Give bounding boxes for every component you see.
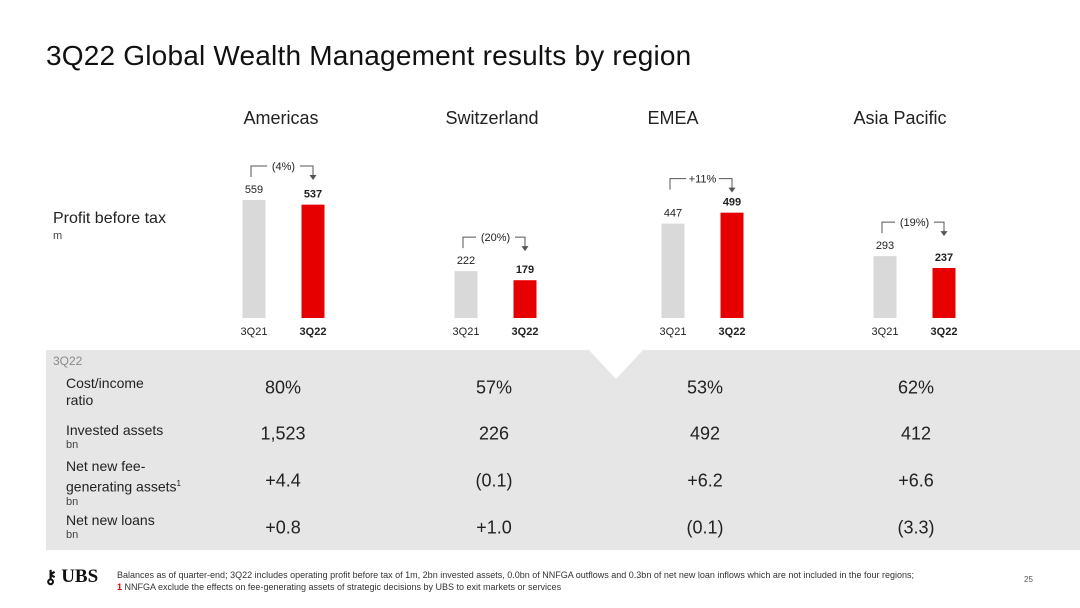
x-tick-label: 3Q21 (241, 326, 268, 338)
change-bracket-right (515, 236, 526, 248)
change-bracket-left (462, 236, 476, 249)
footnote-number: 1 (117, 582, 123, 592)
change-label: +11% (689, 174, 717, 186)
row-label-invested-assets: Invested assets bn (66, 422, 163, 452)
row-label-nnfga: Net new fee-generating assets1 bn (66, 458, 191, 509)
change-label: (19%) (900, 217, 929, 229)
table-cell: +0.8 (265, 517, 301, 538)
x-tick-label: 3Q21 (660, 326, 687, 338)
row-label-text: Invested assets (66, 422, 164, 438)
bar-3q21 (454, 271, 478, 318)
footnote-marker: 1 (176, 479, 181, 488)
bar-3q21 (661, 223, 685, 318)
row-unit: bn (66, 439, 79, 451)
change-arrow-icon (728, 187, 736, 193)
ubs-logo-text: UBS (61, 566, 99, 587)
row-label-cost-income: Cost/income ratio (66, 375, 166, 409)
profit-bar-chart: 559 3Q21 537 3Q22 (4%) 222 3Q21 179 3Q22 (20%) 447… (241, 161, 958, 338)
row-unit: bn (66, 495, 79, 508)
x-tick-label: 3Q21 (872, 326, 899, 338)
region-header-americas: Americas (243, 108, 319, 128)
change-arrow-icon (309, 175, 317, 180)
row-label-text: Net new fee-generating assets (66, 458, 177, 495)
footnote-line-1: Balances as of quarter-end; 3Q22 include… (117, 570, 914, 580)
footnote-text: NNFGA exclude the effects on fee-generat… (124, 582, 562, 592)
table-cell: 412 (900, 423, 932, 444)
profit-unit-label: m (53, 230, 63, 242)
page-number: 25 (1024, 575, 1033, 584)
table-cell: 53% (686, 377, 724, 398)
table-cell: 80% (264, 377, 302, 398)
table-cell: (0.1) (686, 517, 724, 538)
region-header-asia-pacific: Asia Pacific (853, 108, 947, 128)
change-label: (20%) (481, 232, 510, 244)
band-notch (588, 349, 644, 379)
region-header-emea: EMEA (647, 108, 699, 128)
table-cell: +1.0 (476, 517, 512, 538)
bar-3q21 (242, 200, 266, 318)
row-label-text: Cost/income ratio (66, 375, 144, 408)
table-cell: 492 (689, 423, 721, 444)
table-cell: +6.6 (898, 470, 934, 491)
change-bracket-right (299, 165, 314, 176)
bar-3q22 (513, 280, 537, 318)
table-cell: 226 (478, 423, 510, 444)
change-bracket-right (718, 178, 733, 189)
row-label-text: Net new loans (66, 512, 155, 528)
change-bracket-left (250, 165, 268, 177)
bar-value-label: 293 (876, 240, 894, 252)
change-arrow-icon (521, 246, 529, 252)
profit-before-tax-label: Profit before tax (53, 210, 166, 227)
x-tick-label: 3Q22 (512, 326, 539, 338)
bar-3q22 (301, 204, 325, 318)
bar-value-label: 222 (457, 255, 475, 267)
ubs-keys-icon: ⚷ (44, 566, 58, 587)
x-tick-label: 3Q21 (453, 326, 480, 338)
table-cell: 57% (475, 377, 513, 398)
bar-value-label: 499 (723, 197, 741, 209)
x-tick-label: 3Q22 (931, 326, 958, 338)
change-label: (4%) (272, 161, 295, 173)
page-title: 3Q22 Global Wealth Management results by… (46, 40, 692, 71)
change-bracket-left (669, 178, 687, 190)
row-unit: bn (66, 529, 79, 541)
table-cell: 62% (897, 377, 935, 398)
bar-3q22 (720, 212, 744, 318)
footnote: Balances as of quarter-end; 3Q22 include… (117, 569, 1007, 593)
row-label-net-new-loans: Net new loans bn (66, 512, 155, 542)
bar-3q22 (932, 267, 956, 318)
x-tick-label: 3Q22 (300, 326, 327, 338)
table-cell: 1,523 (260, 423, 306, 444)
bar-value-label: 447 (664, 208, 682, 220)
change-arrow-icon (940, 231, 948, 237)
kpi-table-band (46, 350, 1080, 550)
x-tick-label: 3Q22 (719, 326, 746, 338)
bar-value-label: 559 (245, 184, 263, 196)
table-cell: +4.4 (265, 470, 301, 491)
table-period-label: 3Q22 (53, 354, 83, 368)
bar-value-label: 237 (935, 252, 953, 264)
table-cell: (0.1) (475, 470, 513, 491)
change-bracket-right (934, 221, 945, 233)
bar-value-label: 179 (516, 264, 534, 276)
table-cell: (3.3) (897, 517, 935, 538)
bar-3q21 (873, 256, 897, 318)
footnote-line-2: 1 NNFGA exclude the effects on fee-gener… (117, 581, 1007, 593)
region-header-switzerland: Switzerland (445, 108, 539, 128)
table-cell: +6.2 (687, 470, 723, 491)
ubs-logo: ⚷ UBS (44, 566, 98, 588)
change-bracket-left (881, 221, 895, 234)
bar-value-label: 537 (304, 189, 322, 201)
